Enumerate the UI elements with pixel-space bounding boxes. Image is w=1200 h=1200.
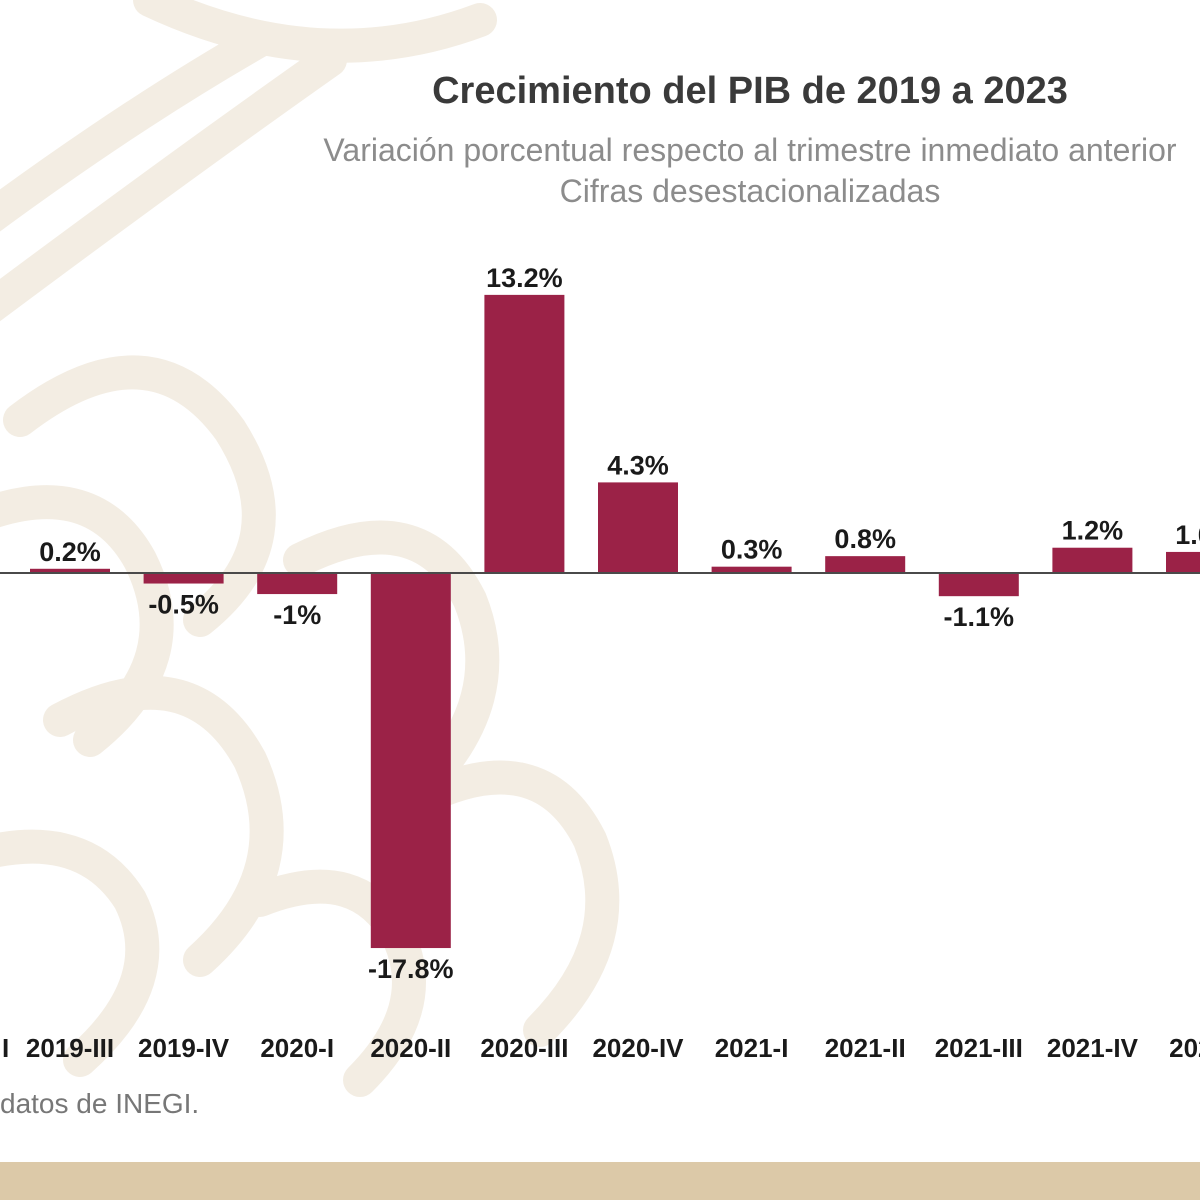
bar-2019-IV	[143, 573, 224, 584]
tick-label-2020-II: 2020-II	[370, 1033, 451, 1063]
bar-2020-IV	[598, 482, 678, 573]
bar-2022-I	[1166, 551, 1200, 573]
source-note: datos de INEGI.	[0, 1088, 200, 1119]
bar-2020-I	[257, 573, 338, 595]
data-label-2020-I: -1%	[273, 600, 321, 630]
chart-title: Crecimiento del PIB de 2019 a 2023	[432, 70, 1068, 112]
bar-2021-II	[825, 556, 906, 573]
tick-label-2020-III: 2020-III	[480, 1033, 568, 1063]
data-label-2021-III: -1.1%	[944, 602, 1015, 632]
data-label-2021-II: 0.8%	[834, 524, 896, 554]
tick-label-2021-III: 2021-III	[935, 1033, 1023, 1063]
tick-label-2019-III: 2019-III	[26, 1033, 114, 1063]
data-label-2020-III: 13.2%	[486, 263, 563, 293]
bar-2019-III	[30, 568, 110, 573]
tick-label-2020-I: 2020-I	[260, 1033, 334, 1063]
data-label-2022-I: 1.0%	[1175, 520, 1200, 550]
bottom-band	[0, 1162, 1200, 1200]
tick-label-2021-I: 2021-I	[715, 1033, 789, 1063]
tick-label-2019-IV: 2019-IV	[138, 1033, 230, 1063]
bar-2021-I	[711, 566, 792, 573]
chart-subtitle: Variación porcentual respecto al trimest…	[323, 132, 1177, 168]
data-label-2021-IV: 1.2%	[1062, 516, 1124, 546]
bar-2021-III	[938, 573, 1019, 597]
bar-2020-III	[484, 294, 565, 573]
tick-label-2021-IV: 2021-IV	[1047, 1033, 1139, 1063]
chart-subtitle-2: Cifras desestacionalizadas	[559, 173, 941, 209]
tick-label-2021-II: 2021-II	[825, 1033, 906, 1063]
data-label-2020-IV: 4.3%	[607, 450, 669, 480]
data-label-2019-III: 0.2%	[39, 537, 101, 567]
data-label-2020-II: -17.8%	[368, 954, 454, 984]
data-label-2021-I: 0.3%	[721, 535, 783, 565]
bar-2021-IV	[1052, 547, 1133, 573]
data-label-2019-IV: -0.5%	[148, 590, 219, 620]
bar-2020-II	[370, 573, 451, 949]
tick-label-partial: I	[2, 1033, 9, 1063]
tick-label-2020-IV: 2020-IV	[592, 1033, 684, 1063]
tick-label-2022-I: 2022-I	[1169, 1033, 1200, 1063]
